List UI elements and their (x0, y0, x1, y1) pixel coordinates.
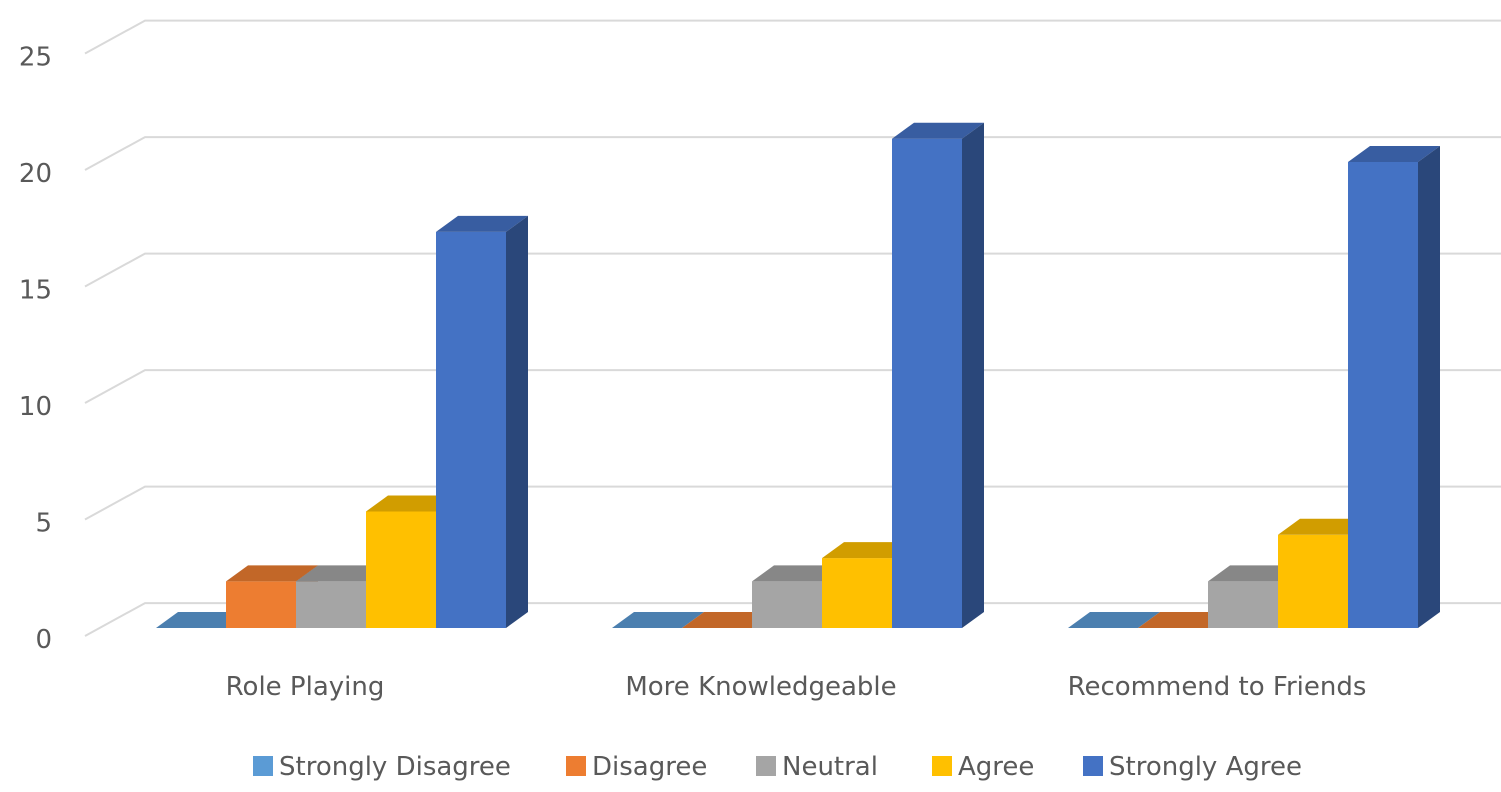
legend-swatch (756, 756, 776, 776)
y-tick-label: 5 (35, 509, 52, 539)
gridline (84, 602, 1501, 637)
legend-label: Strongly Agree (1109, 752, 1302, 782)
legend-label: Agree (958, 752, 1034, 782)
x-tick-label: Recommend to Friends (1068, 672, 1367, 702)
y-tick-label: 0 (35, 625, 52, 655)
legend: Strongly Disagree Disagree Neutral Agree Str… (253, 752, 1302, 782)
gridline (84, 485, 1501, 521)
bar (1138, 612, 1230, 628)
bar (156, 612, 248, 628)
legend-item: Strongly Disagree (253, 752, 511, 782)
legend-label: Strongly Disagree (279, 752, 511, 782)
bar (612, 612, 704, 628)
legend-item: Disagree (566, 752, 707, 782)
legend-item: Agree (932, 752, 1034, 782)
bar (436, 215, 528, 628)
gridline (84, 136, 1501, 171)
gridline (84, 19, 1501, 55)
bar (682, 612, 774, 628)
bars (156, 122, 1440, 628)
bar (1068, 612, 1160, 628)
legend-swatch (253, 756, 273, 776)
bar (892, 122, 984, 628)
legend-swatch (932, 756, 952, 776)
x-tick-label: More Knowledgeable (625, 672, 896, 702)
gridline (84, 252, 1501, 288)
legend-label: Neutral (782, 752, 878, 782)
y-axis-ticks: 0 5 10 15 20 25 (19, 43, 52, 656)
bar (1348, 146, 1440, 628)
y-tick-label: 25 (19, 43, 52, 73)
y-tick-label: 20 (19, 159, 52, 189)
legend-swatch (1083, 756, 1103, 776)
legend-item: Strongly Agree (1083, 752, 1302, 782)
legend-label: Disagree (592, 752, 707, 782)
x-tick-label: Role Playing (226, 672, 385, 702)
gridlines (84, 19, 1501, 637)
x-axis-labels: Role Playing More Knowledgeable Recommend … (226, 672, 1367, 702)
legend-swatch (566, 756, 586, 776)
gridline (84, 369, 1501, 404)
legend-item: Neutral (756, 752, 878, 782)
y-tick-label: 10 (19, 392, 52, 422)
y-tick-label: 15 (19, 276, 52, 306)
